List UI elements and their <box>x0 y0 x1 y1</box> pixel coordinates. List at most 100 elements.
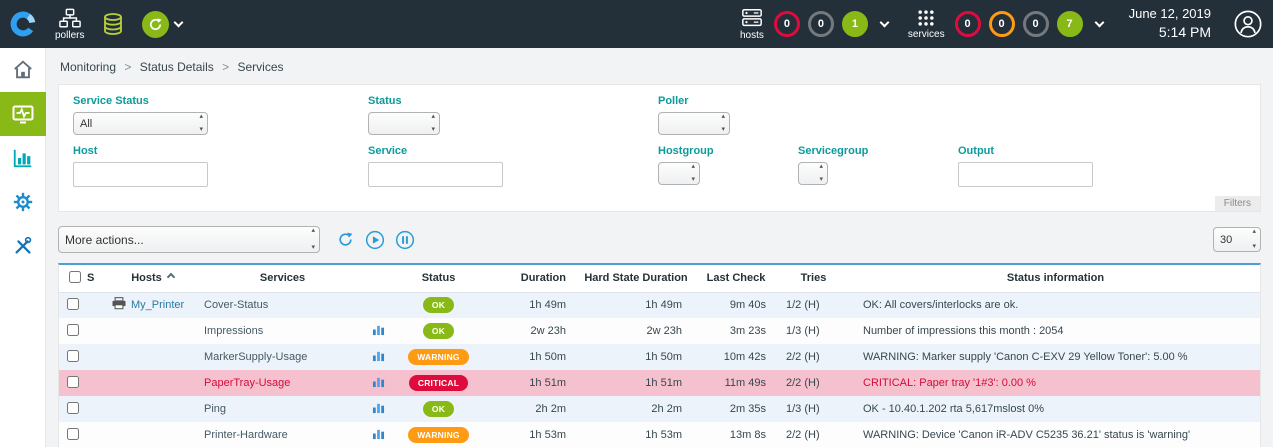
current-date: June 12, 2019 <box>1128 6 1211 22</box>
services-critical-count[interactable]: 0 <box>954 11 981 37</box>
duration-cell: 1h 49m <box>486 292 576 318</box>
rows-per-page-select[interactable]: 30 <box>1213 227 1261 252</box>
graph-icon[interactable] <box>372 428 385 443</box>
sidebar-item-home[interactable] <box>0 48 46 92</box>
status-badge: OK <box>422 297 455 314</box>
hosts-menu[interactable]: hosts <box>740 7 764 41</box>
header-services[interactable]: Services <box>200 265 365 293</box>
service-link[interactable]: Impressions <box>204 325 264 337</box>
table-row[interactable]: Ping OK 2h 2m 2h 2m 2m 35s 1/3 (H) OK - … <box>59 396 1260 422</box>
play-refresh-button[interactable] <box>364 229 386 251</box>
header-hard-state-duration[interactable]: Hard State Duration <box>576 265 696 293</box>
service-link[interactable]: MarkerSupply-Usage <box>204 351 308 363</box>
table-row[interactable]: Printer-Hardware WARNING 1h 53m 1h 53m 1… <box>59 422 1260 447</box>
header-severity[interactable]: S <box>85 265 105 293</box>
output-input[interactable] <box>958 162 1093 187</box>
services-menu[interactable]: services <box>908 8 945 40</box>
sync-status-icon <box>142 10 170 38</box>
refresh-button[interactable] <box>334 229 356 251</box>
tries-cell: 2/2 (H) <box>776 422 851 447</box>
sidebar-item-reporting[interactable] <box>0 136 46 180</box>
service-input[interactable] <box>368 162 503 187</box>
hosts-critical-count[interactable]: 0 <box>773 11 800 37</box>
topbar: pollers <box>0 0 1273 48</box>
hostgroup-select[interactable] <box>658 162 700 185</box>
service-link[interactable]: Ping <box>204 403 227 415</box>
pollers-label: pollers <box>55 29 85 41</box>
services-icon <box>918 10 934 26</box>
row-checkbox[interactable] <box>67 401 79 414</box>
graph-icon[interactable] <box>372 376 385 391</box>
graph-icon[interactable] <box>372 324 385 339</box>
gear-icon <box>13 192 33 212</box>
pollers-menu[interactable]: pollers <box>55 8 84 41</box>
row-checkbox[interactable] <box>67 297 79 310</box>
monitoring-icon <box>12 105 34 124</box>
last-check-cell: 2m 35s <box>696 396 776 422</box>
clock: June 12, 2019 5:14 PM <box>1129 6 1211 41</box>
servicegroup-select[interactable] <box>798 162 828 185</box>
service-link[interactable]: PaperTray-Usage <box>204 377 291 389</box>
hosts-unreachable-count[interactable]: 0 <box>807 11 834 37</box>
status-information-cell: WARNING: Marker supply 'Canon C-EXV 29 Y… <box>851 344 1260 370</box>
hosts-menu-chevron-icon[interactable] <box>879 17 890 27</box>
tries-cell: 1/3 (H) <box>776 318 851 344</box>
pause-refresh-button[interactable] <box>394 229 416 251</box>
poller-select[interactable] <box>658 112 730 135</box>
user-avatar[interactable] <box>1233 9 1263 39</box>
database-status[interactable] <box>102 12 124 37</box>
header-last-check[interactable]: Last Check <box>696 265 776 293</box>
services-warning-count[interactable]: 0 <box>988 11 1015 37</box>
last-check-cell: 9m 40s <box>696 292 776 318</box>
hosts-status-cluster: hosts 0 0 1 <box>738 7 890 41</box>
severity-cell <box>85 344 105 370</box>
header-tries[interactable]: Tries <box>776 265 851 293</box>
service-link[interactable]: Printer-Hardware <box>204 429 288 441</box>
row-checkbox[interactable] <box>67 323 79 336</box>
graph-icon[interactable] <box>372 402 385 417</box>
last-check-cell: 3m 23s <box>696 318 776 344</box>
host-input[interactable] <box>73 162 208 187</box>
sidebar-item-administration[interactable] <box>0 224 46 268</box>
header-status[interactable]: Status <box>391 265 486 293</box>
service-status-select[interactable]: All <box>73 112 208 135</box>
header-status-information[interactable]: Status information <box>851 265 1260 293</box>
current-time: 5:14 PM <box>1158 24 1211 41</box>
hard-state-duration-cell: 1h 50m <box>576 344 696 370</box>
services-unknown-count[interactable]: 0 <box>1022 11 1049 37</box>
services-table: S Hosts Services Status Duration Hard St… <box>59 265 1260 447</box>
poller-sync-menu[interactable] <box>142 10 184 38</box>
filter-panel: Service Status All Status Poller Host <box>58 84 1261 212</box>
more-actions-select[interactable]: More actions... <box>58 226 320 253</box>
service-link[interactable]: Cover-Status <box>204 299 269 312</box>
graph-icon[interactable] <box>372 350 385 365</box>
breadcrumb-status-details[interactable]: Status Details <box>139 60 214 74</box>
table-row[interactable]: MarkerSupply-Usage WARNING 1h 50m 1h 50m… <box>59 344 1260 370</box>
hosts-up-count[interactable]: 1 <box>841 11 868 37</box>
breadcrumb-monitoring[interactable]: Monitoring <box>60 60 117 74</box>
table-row[interactable]: PaperTray-Usage CRITICAL 1h 51m 1h 51m 1… <box>59 370 1260 396</box>
centreon-logo[interactable] <box>0 0 46 48</box>
sidebar-item-monitoring[interactable] <box>0 92 46 136</box>
header-hosts[interactable]: Hosts <box>105 265 200 293</box>
sidebar-item-configuration[interactable] <box>0 180 46 224</box>
tries-cell: 2/2 (H) <box>776 344 851 370</box>
row-checkbox[interactable] <box>67 375 79 388</box>
services-ok-count[interactable]: 7 <box>1056 11 1083 37</box>
status-select[interactable] <box>368 112 440 135</box>
table-row[interactable]: My_Printer Cover-Status OK 1h 49m 1h 49m… <box>59 292 1260 318</box>
services-menu-chevron-icon[interactable] <box>1094 17 1105 27</box>
host-link[interactable]: My_Printer <box>131 299 185 312</box>
user-icon <box>1234 10 1262 38</box>
poller-menu-chevron-icon <box>174 17 184 27</box>
status-information-cell: WARNING: Device 'Canon iR-ADV C5235 36.2… <box>851 422 1260 447</box>
row-checkbox[interactable] <box>67 349 79 362</box>
table-row[interactable]: Impressions OK 2w 23h 2w 23h 3m 23s 1/3 … <box>59 318 1260 344</box>
select-all-checkbox[interactable] <box>69 270 81 283</box>
sort-asc-icon <box>166 273 176 282</box>
breadcrumb-services[interactable]: Services <box>237 60 284 74</box>
header-duration[interactable]: Duration <box>486 265 576 293</box>
row-checkbox[interactable] <box>67 427 79 440</box>
duration-cell: 1h 50m <box>486 344 576 370</box>
tries-cell: 2/2 (H) <box>776 370 851 396</box>
